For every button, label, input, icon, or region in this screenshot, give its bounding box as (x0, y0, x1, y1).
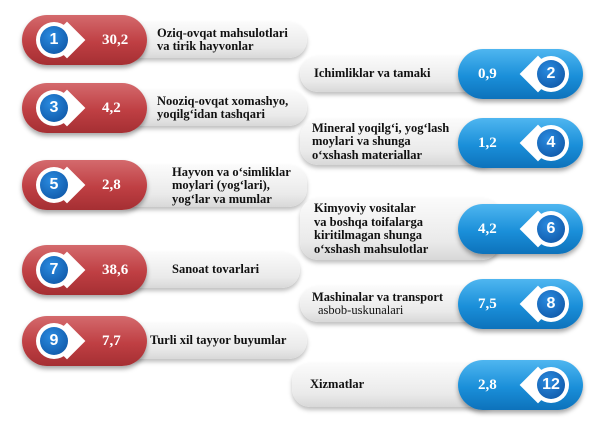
item-7: 7 38,6 Sanoat tovarlari (22, 245, 300, 295)
item-7-number: 7 (40, 256, 68, 284)
item-8-number: 8 (537, 290, 565, 318)
item-5-label: Hayvon va o‘simliklar moylari (yog‘lari)… (172, 164, 291, 206)
item-3-label: Nooziq-ovqat xomashyo, yoqilg‘idan tashq… (157, 93, 289, 121)
item-1: 1 30,2 Oziq-ovqat mahsulotlari va tirik … (22, 15, 307, 65)
item-4-value: 1,2 (478, 135, 497, 151)
item-5-value: 2,8 (102, 177, 121, 193)
item-8: 7,5 8 Mashinalar va transport asbob-usku… (300, 279, 583, 329)
item-2-number: 2 (537, 60, 565, 88)
item-9-bar (117, 323, 307, 359)
item-8-value: 7,5 (478, 296, 497, 312)
item-4-number: 4 (537, 129, 565, 157)
item-5-number: 5 (40, 171, 68, 199)
item-6-value: 4,2 (478, 221, 497, 237)
item-4: 1,2 4 Mineral yoqilg‘i, yog‘lash moylari… (300, 118, 583, 168)
item-12-value: 2,8 (478, 377, 497, 393)
item-1-label: Oziq-ovqat mahsulotlari va tirik hayvonl… (157, 25, 288, 53)
item-3-number: 3 (40, 94, 68, 122)
item-7-label: Sanoat tovarlari (172, 262, 260, 277)
item-5: 5 2,8 Hayvon va o‘simliklar moylari (yog… (22, 160, 307, 210)
item-2-value: 0,9 (478, 66, 497, 82)
item-2: 0,9 2 Ichimliklar va tamaki (300, 49, 583, 99)
item-9-number: 9 (40, 327, 68, 355)
item-9: 9 7,7 Turli xil tayyor buyumlar (22, 316, 307, 366)
item-12-number: 12 (537, 371, 565, 399)
item-6: 4,2 6 Kimyoviy vositalar va boshqa toifa… (300, 198, 583, 260)
item-2-label: Ichimliklar va tamaki (314, 66, 431, 81)
item-8-label: Mashinalar va transport asbob-uskunalari (312, 286, 472, 322)
item-4-label: Mineral yoqilg‘i, yog‘lash moylari va sh… (312, 120, 450, 162)
item-7-value: 38,6 (102, 262, 129, 278)
item-6-label: Kimyoviy vositalar va boshqa toifalarga … (314, 201, 429, 256)
item-8-label-line2: asbob-uskunalari (318, 303, 404, 317)
item-1-bar (117, 22, 307, 58)
item-9-label: Turli xil tayyor buyumlar (150, 333, 287, 348)
item-8-label-line1: Mashinalar va transport (312, 289, 444, 304)
item-6-number: 6 (537, 215, 565, 243)
item-1-number: 1 (40, 26, 68, 54)
item-7-bar (117, 252, 300, 288)
item-5-bar (117, 165, 307, 207)
item-12: 2,8 12 Xizmatlar (292, 360, 583, 410)
item-3-value: 4,2 (102, 100, 121, 116)
item-3-bar (117, 90, 307, 126)
item-3: 3 4,2 Nooziq-ovqat xomashyo, yoqilg‘idan… (22, 83, 307, 133)
item-9-value: 7,7 (102, 333, 121, 349)
item-12-label: Xizmatlar (310, 377, 365, 392)
item-1-value: 30,2 (102, 32, 129, 48)
